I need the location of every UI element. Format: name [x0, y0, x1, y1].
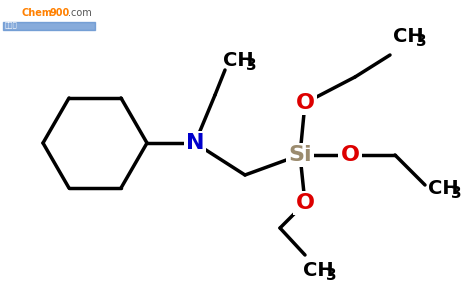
Text: 900: 900 — [50, 8, 70, 18]
Text: Chem: Chem — [22, 8, 53, 18]
Text: CH: CH — [303, 260, 333, 280]
Text: CH: CH — [428, 178, 458, 197]
Text: 3: 3 — [451, 185, 461, 200]
Text: CH: CH — [223, 50, 253, 69]
Text: 3: 3 — [246, 57, 256, 72]
Text: O: O — [340, 145, 359, 165]
Text: CH: CH — [392, 26, 423, 45]
Text: O: O — [295, 93, 315, 113]
Text: O: O — [295, 193, 315, 213]
Text: Si: Si — [288, 145, 312, 165]
Text: 3: 3 — [416, 33, 426, 49]
Text: .com: .com — [68, 8, 92, 18]
Text: 3: 3 — [326, 268, 337, 282]
Text: N: N — [186, 133, 204, 153]
Text: 化工网: 化工网 — [5, 22, 18, 28]
